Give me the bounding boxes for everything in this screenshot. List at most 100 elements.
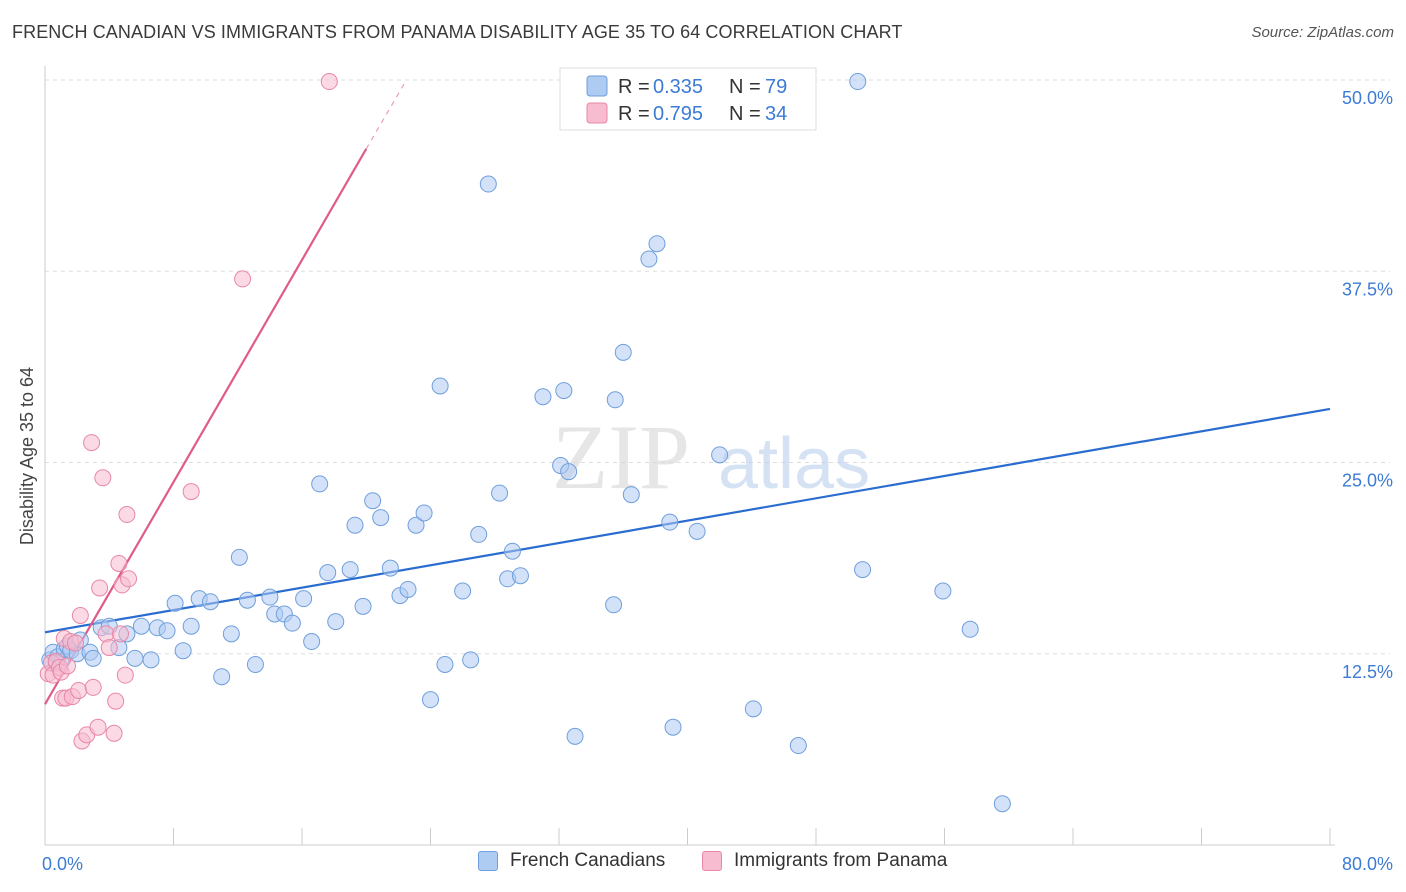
legend-swatch-blue <box>478 851 498 871</box>
french-canadian-point <box>381 559 399 577</box>
panama-point <box>91 579 109 597</box>
french-canadian-point <box>744 700 762 718</box>
legend-item-french-canadians[interactable]: French Canadians <box>478 850 665 872</box>
french-canadian-point <box>511 567 529 585</box>
panama-point <box>107 692 125 710</box>
panama-point <box>111 625 129 643</box>
panama-point <box>105 724 123 742</box>
french-canadian-point <box>201 593 219 611</box>
legend-r-value: 0.335 <box>653 76 703 98</box>
french-canadian-point <box>142 651 160 669</box>
french-canadian-point <box>422 691 439 709</box>
panama-point <box>84 678 102 696</box>
legend-n-label: N = <box>729 103 761 125</box>
legend-bottom: French Canadians Immigrants from Panama <box>0 850 1406 880</box>
french-canadian-point <box>166 594 184 612</box>
x-tick-label: 80.0% <box>1342 854 1393 874</box>
y-tick-label: 12.5% <box>1342 662 1393 682</box>
french-canadian-point <box>614 343 632 361</box>
french-canadian-point <box>182 617 200 635</box>
panama-point <box>94 469 112 487</box>
french-canadian-point <box>431 377 449 395</box>
french-canadian-point <box>158 622 176 640</box>
panama-point <box>89 718 107 736</box>
french-canadian-point <box>560 463 578 481</box>
french-canadian-point <box>311 475 329 493</box>
french-canadian-point <box>854 561 872 579</box>
y-tick-labels: 12.5% 25.0% 37.5% 50.0% <box>1342 88 1393 682</box>
french-canadian-trend-line <box>44 407 1331 634</box>
french-canadian-point <box>415 504 433 522</box>
french-canadian-point <box>364 492 382 510</box>
french-canadian-point <box>622 486 640 504</box>
legend-label: Immigrants from Panama <box>734 850 948 871</box>
french-canadian-point <box>126 649 144 667</box>
legend-label: French Canadians <box>510 850 666 871</box>
legend-r-value: 0.795 <box>653 103 703 125</box>
panama-point <box>83 434 101 452</box>
french-canadian-point <box>661 513 679 531</box>
y-tick-label: 25.0% <box>1342 471 1393 491</box>
french-canadian-point <box>491 484 509 502</box>
axes <box>44 66 1335 846</box>
panama-trend-line <box>44 148 368 705</box>
french-canadian-point <box>436 655 454 673</box>
panama-point <box>320 73 338 91</box>
legend-top: R = 0.335 N = 79 R = 0.795 N = 34 <box>559 67 817 131</box>
panama-point <box>182 483 200 501</box>
legend-item-immigrants-from-panama[interactable]: Immigrants from Panama <box>702 850 947 872</box>
french-canadian-point <box>295 590 313 608</box>
french-canadian-point <box>688 522 706 540</box>
legend-n-label: N = <box>729 76 761 98</box>
source-label: Source: ZipAtlas.com <box>1251 24 1394 41</box>
french-canadian-point <box>605 596 623 614</box>
watermark: ZIP atlas <box>552 406 870 508</box>
data-points <box>39 73 1011 813</box>
french-canadian-point <box>399 580 417 598</box>
legend-r-label: R = <box>618 103 650 125</box>
x-tick-labels: 0.0% 80.0% <box>42 854 1393 874</box>
french-canadian-point <box>246 655 264 673</box>
french-canadian-point <box>319 564 337 582</box>
french-canadian-point <box>534 388 552 406</box>
french-canadian-point <box>479 175 497 193</box>
french-canadian-point <box>462 651 480 669</box>
french-canadian-point <box>261 588 279 606</box>
french-canadian-point <box>503 542 521 560</box>
y-tick-label: 37.5% <box>1342 279 1393 299</box>
y-axis-label: Disability Age 35 to 64 <box>17 367 37 545</box>
french-canadian-point <box>640 250 658 268</box>
french-canadian-point <box>238 591 256 609</box>
french-canadian-point <box>407 516 425 534</box>
panama-trend-extension <box>365 79 407 150</box>
french-canadian-point <box>303 633 321 651</box>
watermark-zip: ZIP <box>552 406 690 508</box>
panama-point <box>116 666 134 684</box>
french-canadian-point <box>555 382 573 400</box>
panama-point <box>58 657 76 675</box>
french-canadian-point <box>470 525 488 543</box>
french-canadian-point <box>372 509 390 527</box>
panama-point <box>118 506 136 524</box>
french-canadian-point <box>993 795 1011 813</box>
legend-n-value: 34 <box>765 103 787 125</box>
french-canadian-point <box>230 548 248 566</box>
french-canadian-point <box>711 446 729 464</box>
chart-title: FRENCH CANADIAN VS IMMIGRANTS FROM PANAM… <box>12 22 903 42</box>
panama-point <box>70 681 88 699</box>
panama-point <box>120 570 138 588</box>
watermark-atlas: atlas <box>718 424 870 504</box>
french-canadian-point <box>132 617 150 635</box>
panama-point <box>100 639 118 657</box>
french-canadian-point <box>648 235 666 253</box>
french-canadian-point <box>222 625 240 643</box>
french-canadian-point <box>341 561 359 579</box>
french-canadian-point <box>346 516 364 534</box>
legend-swatch-pink <box>586 102 608 124</box>
y-tick-label: 50.0% <box>1342 88 1393 108</box>
french-canadian-point <box>454 582 472 600</box>
french-canadian-point <box>283 614 301 632</box>
panama-point <box>97 625 115 643</box>
legend-r-label: R = <box>618 76 650 98</box>
